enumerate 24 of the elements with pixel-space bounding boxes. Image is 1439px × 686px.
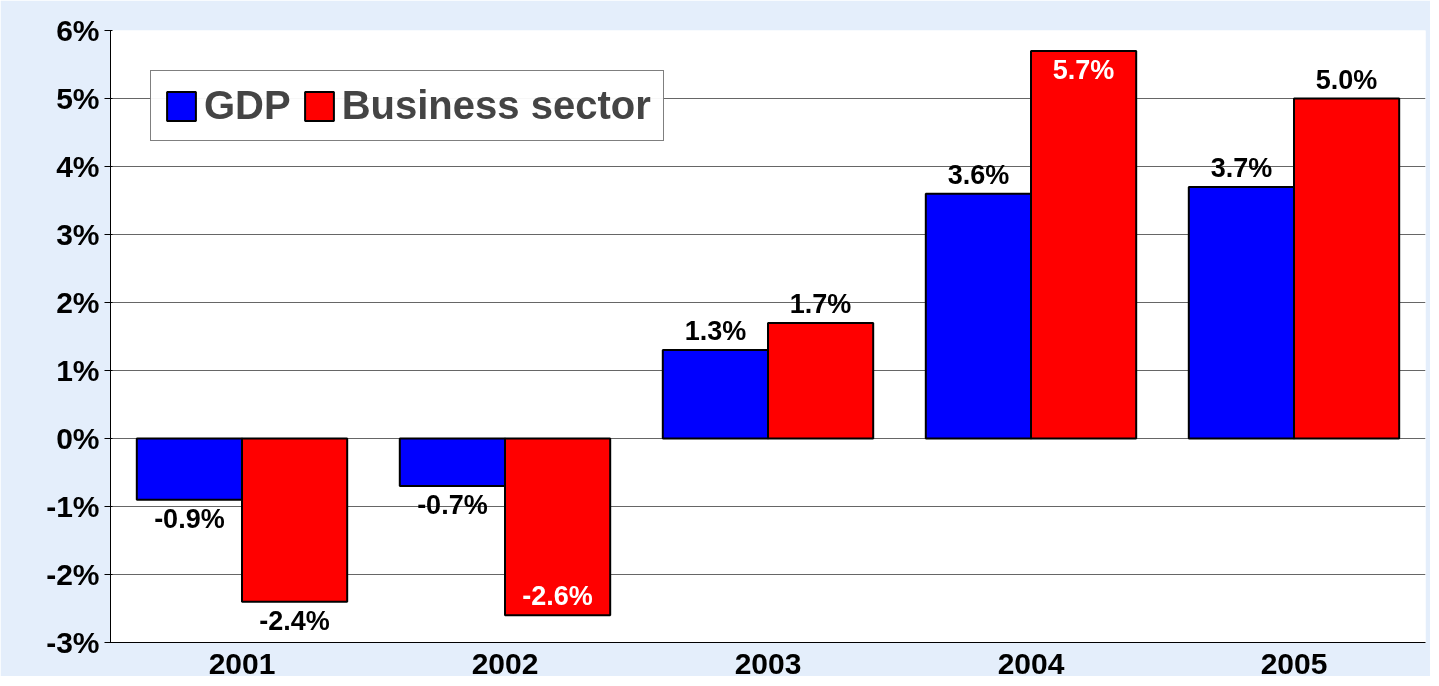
y-tick-label: 0% bbox=[56, 422, 100, 455]
text: -0.9% bbox=[154, 503, 225, 534]
legend-label: Business sector bbox=[341, 83, 651, 128]
y-tick-label: -1% bbox=[46, 490, 100, 523]
y-tick-label: -2% bbox=[46, 558, 100, 591]
y-tick-label: -3% bbox=[46, 626, 100, 659]
x-tick-label: 2002 bbox=[471, 646, 539, 680]
y-tick-label: 3% bbox=[56, 218, 100, 251]
text: -2.6% bbox=[522, 581, 593, 612]
legend-label: GDP bbox=[204, 83, 291, 128]
y-tick-label: 4% bbox=[56, 150, 100, 183]
text: -2.4% bbox=[259, 605, 330, 636]
text: 5.0% bbox=[1315, 64, 1378, 95]
y-tick-label: 1% bbox=[56, 354, 100, 387]
x-tick-label: 2005 bbox=[1260, 646, 1328, 680]
text: 5.7% bbox=[1052, 54, 1115, 85]
text: 1.3% bbox=[684, 316, 747, 347]
x-tick-label: 2004 bbox=[997, 646, 1065, 680]
x-tick-label: 2003 bbox=[734, 646, 802, 680]
y-tick-label: 2% bbox=[56, 286, 100, 319]
x-tick-label: 2001 bbox=[208, 646, 276, 680]
text: 3.6% bbox=[947, 159, 1010, 190]
y-tick-label: 5% bbox=[56, 82, 100, 115]
y-tick-label: 6% bbox=[56, 14, 100, 47]
